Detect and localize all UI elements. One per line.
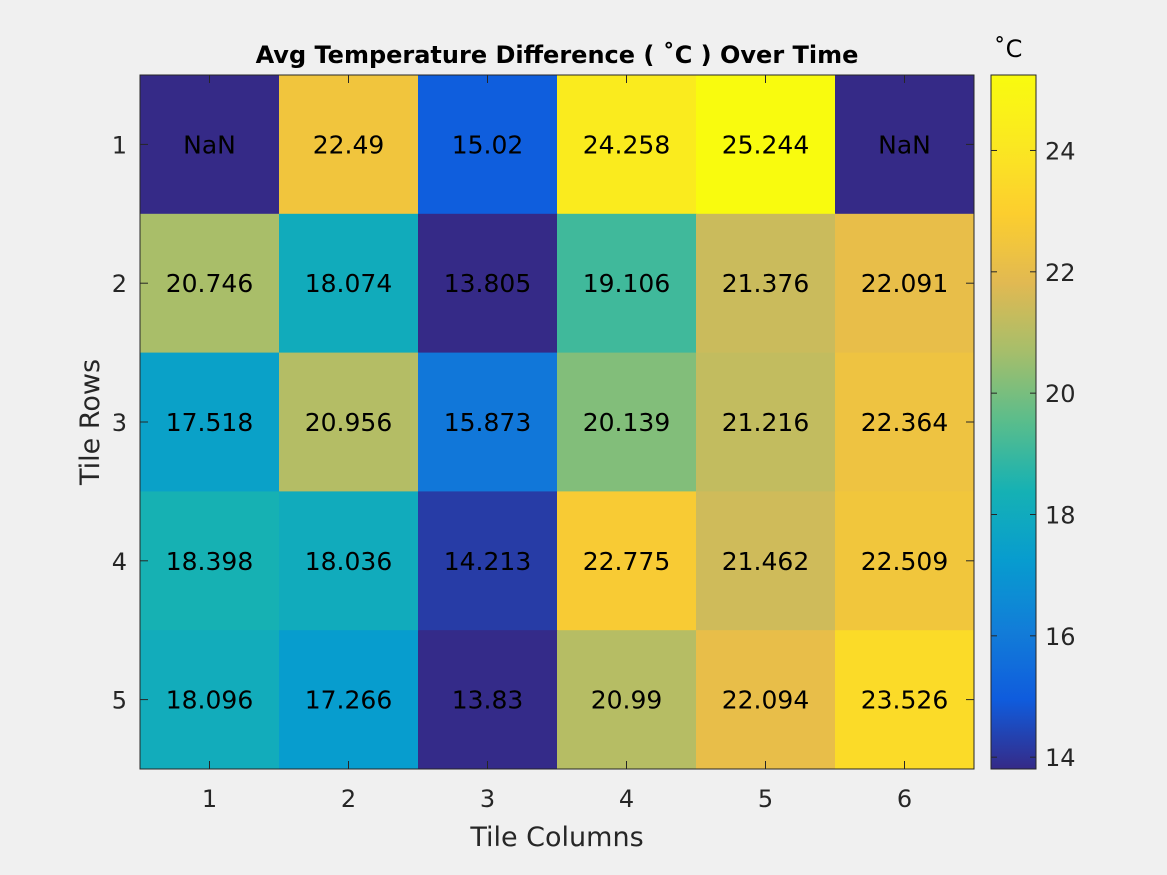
heatmap-cell [835, 352, 975, 492]
heatmap-cells [140, 75, 975, 770]
heatmap-cell-label: 21.216 [722, 408, 809, 437]
x-tick-label: 3 [480, 785, 495, 813]
heatmap-cell-label: 22.775 [583, 547, 670, 576]
x-tick-label: 6 [897, 785, 912, 813]
heatmap-cell [279, 630, 419, 770]
chart-title: Avg Temperature Difference ( ˚C ) Over T… [256, 41, 859, 69]
x-tick-label: 2 [341, 785, 356, 813]
heatmap-cell [696, 491, 836, 631]
colorbar-tick-label: 22 [1045, 259, 1076, 287]
heatmap-cell-label: 22.509 [861, 547, 948, 576]
x-tick-label: 4 [619, 785, 634, 813]
heatmap-cell [279, 213, 419, 354]
colorbar-tick-label: 14 [1045, 744, 1076, 772]
heatmap-cell [557, 491, 697, 631]
heatmap-cell-label: 17.266 [305, 686, 392, 715]
heatmap-cell [835, 75, 975, 215]
heatmap-cell [557, 75, 697, 215]
heatmap-cell [279, 352, 419, 492]
heatmap-cell [279, 491, 419, 631]
colorbar-tick-label: 18 [1045, 501, 1076, 529]
x-axis-ticks: 1 2 3 4 5 6 [202, 75, 912, 813]
heatmap-cell-label: 21.376 [722, 269, 809, 298]
heatmap-cell [140, 352, 280, 492]
heatmap-cell-label: 18.036 [305, 547, 392, 576]
heatmap-cell [696, 75, 836, 215]
x-tick-label: 1 [202, 785, 217, 813]
heatmap-cell [418, 352, 558, 492]
colorbar-tick-label: 24 [1045, 137, 1076, 165]
heatmap-cell-label: 20.99 [591, 686, 663, 715]
colorbar [990, 74, 1037, 770]
heatmap-cell [696, 630, 836, 770]
heatmap-cell-label: 22.094 [722, 686, 809, 715]
heatmap-cell [557, 352, 697, 492]
heatmap-cell-label: 18.074 [305, 269, 392, 298]
heatmap-cell-label: 20.139 [583, 408, 670, 437]
colorbar-label: ˚C [994, 35, 1023, 63]
y-axis-label: Tile Rows [75, 359, 106, 486]
heatmap-cell-label: 13.83 [452, 686, 524, 715]
y-tick-label: 1 [112, 131, 127, 159]
heatmap-cell [835, 491, 975, 631]
heatmap-cell-label: 22.091 [861, 269, 948, 298]
colorbar-tick-label: 16 [1045, 623, 1076, 651]
y-tick-label: 3 [112, 409, 127, 437]
heatmap-cell-label: 15.873 [444, 408, 531, 437]
heatmap-cell [557, 630, 697, 770]
heatmap-cell [418, 491, 558, 631]
heatmap-cell [140, 630, 280, 770]
y-tick-label: 5 [112, 687, 127, 715]
colorbar-tick-label: 20 [1045, 380, 1076, 408]
heatmap-cell-label: 20.956 [305, 408, 392, 437]
heatmap-cell-label: 20.746 [166, 269, 253, 298]
heatmap-cell [140, 213, 280, 354]
heatmap-cell [696, 352, 836, 492]
heatmap-cell-label: NaN [183, 130, 236, 159]
heatmap-cell [835, 630, 975, 770]
colorbar-ticks: 14 16 18 20 22 24 [991, 137, 1076, 772]
heatmap-cell-label: 21.462 [722, 547, 809, 576]
heatmap-cell [418, 75, 558, 215]
x-axis-label: Tile Columns [469, 822, 643, 853]
heatmap-cell-label: 24.258 [583, 130, 670, 159]
heatmap-cell [140, 75, 280, 215]
heatmap-cell-label: 17.518 [166, 408, 253, 437]
heatmap-cell [279, 75, 419, 215]
heatmap-cell-label: 22.49 [313, 130, 385, 159]
heatmap-cell-label: 15.02 [452, 130, 524, 159]
heatmap-cell-label: 22.364 [861, 408, 948, 437]
heatmap-cell-label: 13.805 [444, 269, 531, 298]
heatmap-cell [835, 213, 975, 354]
y-axis-ticks: 1 2 3 4 5 [112, 131, 974, 715]
heatmap-cell [140, 491, 280, 631]
y-tick-label: 2 [112, 270, 127, 298]
x-tick-label: 5 [758, 785, 773, 813]
heatmap-cell-label: 19.106 [583, 269, 670, 298]
heatmap-cell [696, 213, 836, 354]
heatmap-cell-label: 18.398 [166, 547, 253, 576]
heatmap-cell [557, 213, 697, 354]
heatmap-cell [418, 630, 558, 770]
y-tick-label: 4 [112, 548, 127, 576]
heatmap-cell-label: 18.096 [166, 686, 253, 715]
heatmap-cell [418, 213, 558, 354]
heatmap-cell-label: 25.244 [722, 130, 809, 159]
heatmap-cell-label: NaN [878, 130, 931, 159]
heatmap-cell-label: 23.526 [861, 686, 948, 715]
heatmap-cell-label: 14.213 [444, 547, 531, 576]
heatmap-cell-labels: NaN 22.49 15.02 24.258 25.244 NaN 20.746 18.074… [166, 130, 948, 714]
